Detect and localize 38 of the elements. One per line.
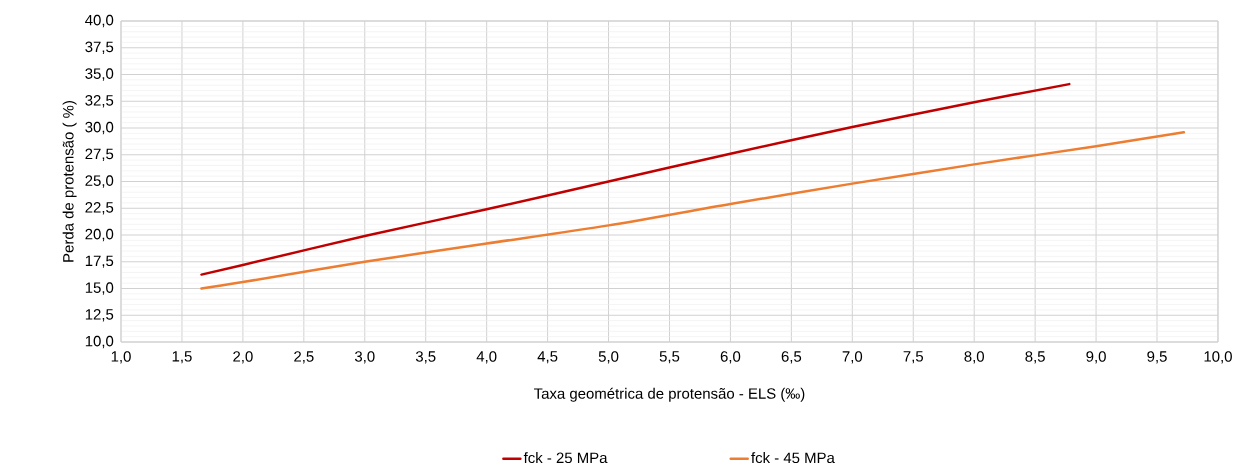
legend-label: fck - 45 MPa: [751, 452, 835, 464]
x-tick-label: 9,5: [1147, 351, 1167, 364]
x-tick-label: 9,0: [1086, 351, 1106, 364]
y-tick-label: 17,5: [85, 255, 114, 268]
x-tick-label: 1,5: [172, 351, 192, 364]
x-tick-label: 6,5: [781, 351, 802, 364]
y-tick-label: 20,0: [85, 228, 114, 242]
x-tick-label: 1,0: [111, 351, 131, 364]
x-tick-label: 4,5: [537, 351, 558, 364]
y-tick-label: 40,0: [85, 14, 114, 28]
x-tick-label: 2,0: [233, 351, 253, 364]
y-tick-label: 35,0: [85, 68, 114, 81]
x-tick-label: 7,0: [842, 351, 863, 364]
y-tick-label: 22,5: [85, 202, 114, 215]
y-tick-label: 10,0: [85, 335, 114, 349]
x-tick-label: 2,5: [294, 351, 314, 364]
x-tick-label: 3,0: [354, 351, 375, 364]
x-tick-label: 8,0: [964, 351, 984, 364]
x-tick-label: 5,5: [659, 351, 680, 364]
y-tick-label: 15,0: [85, 282, 114, 295]
y-tick-label: 25,0: [85, 175, 114, 188]
x-tick-label: 6,0: [720, 351, 741, 364]
y-tick-label: 32,5: [85, 95, 114, 108]
y-tick-label: 30,0: [85, 121, 114, 135]
x-tick-label: 8,5: [1025, 351, 1045, 364]
line-series: [200, 131, 1186, 290]
y-axis-title: Perda de protensão ( %): [62, 101, 77, 262]
line-series: [200, 82, 1071, 276]
x-tick-label: 3,5: [415, 351, 436, 364]
y-tick-label: 27,5: [85, 148, 114, 161]
y-tick-label: 12,5: [85, 309, 114, 322]
legend-label: fck - 25 MPa: [523, 452, 608, 464]
x-axis-title: Taxa geométrica de protensão - ELS (‰): [534, 387, 805, 402]
x-tick-label: 10,0: [1204, 351, 1232, 364]
x-tick-label: 5,0: [598, 351, 619, 364]
y-tick-label: 37,5: [85, 41, 114, 54]
x-tick-label: 7,5: [903, 351, 924, 364]
x-tick-label: 4,0: [476, 351, 497, 364]
